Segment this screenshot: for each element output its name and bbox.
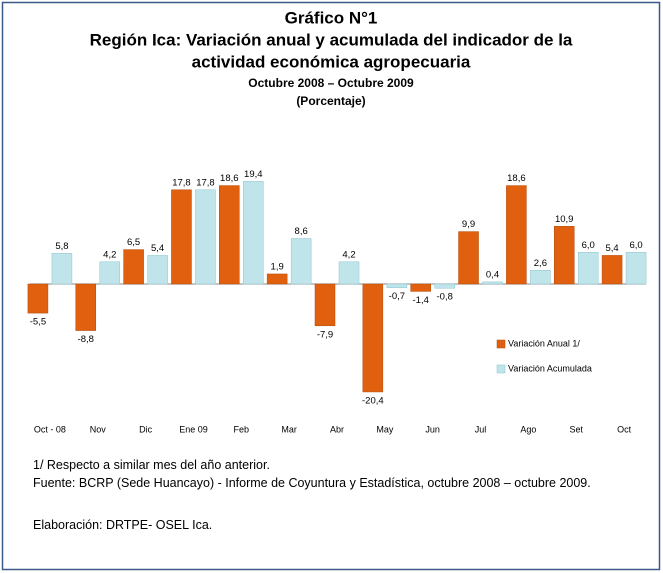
bar — [27, 283, 49, 314]
data-label: 5,8 — [55, 241, 68, 252]
bar — [123, 249, 144, 285]
data-label: 17,8 — [196, 177, 215, 188]
bar — [458, 231, 479, 285]
data-label: 8,6 — [295, 226, 308, 237]
data-label: 9,9 — [462, 219, 475, 230]
data-label: 1,9 — [271, 261, 284, 272]
bar — [338, 261, 360, 285]
data-label: 18,6 — [220, 173, 239, 184]
x-tick-label: Ago — [520, 424, 536, 434]
bar — [410, 283, 431, 292]
data-label: -7,9 — [317, 329, 333, 340]
chart-title: Región Ica: Variación anual y acumulada … — [90, 30, 573, 49]
bar — [147, 255, 168, 285]
bar — [243, 181, 264, 285]
bar — [530, 269, 551, 285]
bar — [266, 273, 288, 285]
data-label: 19,4 — [244, 169, 263, 180]
x-tick-label: May — [376, 424, 394, 434]
credit: Elaboración: DRTPE- OSEL Ica. — [33, 518, 213, 532]
bar — [219, 185, 240, 285]
bar — [99, 261, 121, 285]
bar — [506, 185, 527, 285]
x-tick-label: Ene 09 — [179, 424, 208, 434]
data-label: -1,4 — [413, 295, 429, 306]
footnote: 1/ Respecto a similar mes del año anteri… — [33, 458, 270, 472]
legend-label: Variación Anual 1/ — [508, 338, 580, 348]
bar — [482, 281, 503, 285]
x-tick-label: Dic — [139, 424, 152, 434]
chart-title: actividad económica agropecuaria — [192, 52, 471, 71]
x-tick-label: Mar — [281, 424, 297, 434]
source: Fuente: BCRP (Sede Huancayo) - Informe d… — [33, 476, 591, 490]
x-tick-label: Oct — [617, 424, 632, 434]
bar — [434, 283, 455, 289]
x-tick-label: Set — [569, 424, 583, 434]
data-label: 6,0 — [582, 240, 595, 251]
data-label: -20,4 — [362, 395, 384, 406]
data-label: 0,4 — [486, 269, 499, 280]
data-label: 4,2 — [342, 249, 355, 260]
data-label: 5,4 — [151, 243, 164, 254]
bar — [75, 283, 97, 331]
bar — [195, 189, 216, 285]
bar — [314, 283, 336, 327]
bar — [290, 238, 312, 285]
bar — [386, 283, 408, 288]
x-tick-label: Jul — [475, 424, 487, 434]
bar — [51, 253, 73, 285]
x-tick-label: Nov — [90, 424, 107, 434]
bar — [553, 226, 575, 285]
x-tick-label: Abr — [330, 424, 344, 434]
data-label: 4,2 — [103, 249, 116, 260]
legend-label: Variación Acumulada — [508, 363, 592, 373]
chart-title: Gráfico N°1 — [285, 8, 378, 27]
bar — [362, 283, 384, 393]
data-label: 10,9 — [555, 214, 574, 225]
bar — [601, 255, 623, 285]
data-label: 2,6 — [534, 258, 547, 269]
data-label: -8,8 — [78, 334, 94, 345]
bar — [577, 252, 599, 285]
chart-subtitle: Octubre 2008 – Octubre 2009 — [248, 76, 414, 90]
bar — [625, 252, 647, 285]
data-label: -5,5 — [30, 317, 46, 328]
data-label: -0,7 — [389, 291, 405, 302]
data-label: -0,8 — [437, 292, 453, 303]
data-label: 6,0 — [629, 240, 642, 251]
data-label: 18,6 — [507, 173, 526, 184]
data-label: 5,4 — [605, 243, 618, 254]
bar — [171, 189, 192, 285]
data-label: 17,8 — [172, 177, 191, 188]
chart-subtitle: (Porcentaje) — [296, 94, 365, 108]
legend-swatch — [496, 339, 506, 349]
data-label: 6,5 — [127, 237, 140, 248]
x-tick-label: Feb — [234, 424, 250, 434]
x-tick-label: Jun — [425, 424, 440, 434]
x-tick-label: Oct - 08 — [34, 424, 66, 434]
legend-swatch — [496, 364, 506, 374]
